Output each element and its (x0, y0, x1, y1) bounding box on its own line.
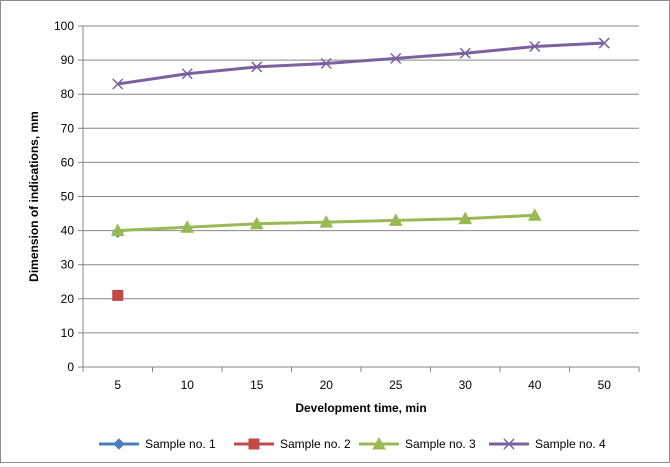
x-tick-label: 15 (250, 378, 264, 392)
legend-item-2: Sample no. 2 (234, 437, 351, 451)
gridlines (83, 25, 639, 334)
y-tick-label: 0 (67, 360, 74, 374)
data-point (458, 211, 473, 225)
x-axis-ticks: 5 10 15 20 25 30 40 50 (82, 367, 640, 392)
legend-item-3: Sample no. 3 (359, 436, 476, 451)
data-point (390, 52, 402, 64)
x-tick-label: 5 (114, 378, 121, 392)
series-2 (112, 289, 124, 301)
data-point (110, 223, 125, 237)
data-point (459, 47, 471, 59)
legend-item-1: Sample no. 1 (99, 437, 216, 451)
series-4 (112, 37, 610, 90)
legend-label: Sample no. 4 (535, 437, 606, 451)
data-point (251, 61, 263, 73)
data-point (112, 78, 124, 90)
legend-marker (113, 438, 125, 450)
data-point (181, 68, 193, 80)
y-axis-title: Dimension of indications, mm (27, 111, 41, 282)
x-tick-label: 10 (181, 378, 195, 392)
data-point (319, 215, 334, 228)
y-tick-label: 30 (61, 258, 75, 272)
y-tick-label: 70 (61, 121, 75, 135)
data-point (598, 37, 610, 49)
x-tick-label: 50 (598, 378, 612, 392)
legend-marker (248, 438, 260, 450)
series-layer (110, 37, 610, 301)
y-tick-label: 50 (61, 190, 75, 204)
data-point (112, 289, 124, 301)
series-3 (110, 208, 542, 237)
x-axis-title: Development time, min (295, 401, 426, 415)
data-point (180, 220, 195, 233)
series-line (117, 41, 605, 86)
data-point (249, 216, 264, 230)
legend: Sample no. 1 Sample no. 2 Sample no. 3 Samp… (99, 436, 606, 451)
legend-item-4: Sample no. 4 (489, 437, 606, 451)
y-tick-label: 90 (61, 53, 75, 67)
legend-label: Sample no. 1 (145, 437, 216, 451)
data-point (529, 40, 541, 52)
legend-marker (372, 436, 386, 450)
legend-label: Sample no. 2 (280, 437, 351, 451)
legend-marker (503, 438, 515, 450)
x-tick-label: 25 (389, 378, 403, 392)
y-tick-label: 80 (61, 87, 75, 101)
y-axis-ticks: 0 10 20 30 40 50 60 70 80 90 100 (54, 19, 83, 374)
y-tick-label: 10 (61, 326, 75, 340)
x-tick-label: 30 (459, 378, 473, 392)
y-tick-label: 100 (54, 19, 74, 33)
data-point (527, 208, 542, 221)
x-tick-label: 20 (320, 378, 334, 392)
y-tick-label: 60 (61, 155, 75, 169)
legend-label: Sample no. 3 (405, 437, 476, 451)
x-tick-label: 40 (528, 378, 542, 392)
data-point (388, 213, 403, 226)
y-tick-label: 40 (61, 224, 75, 238)
y-tick-label: 20 (61, 292, 75, 306)
data-point (320, 57, 332, 70)
